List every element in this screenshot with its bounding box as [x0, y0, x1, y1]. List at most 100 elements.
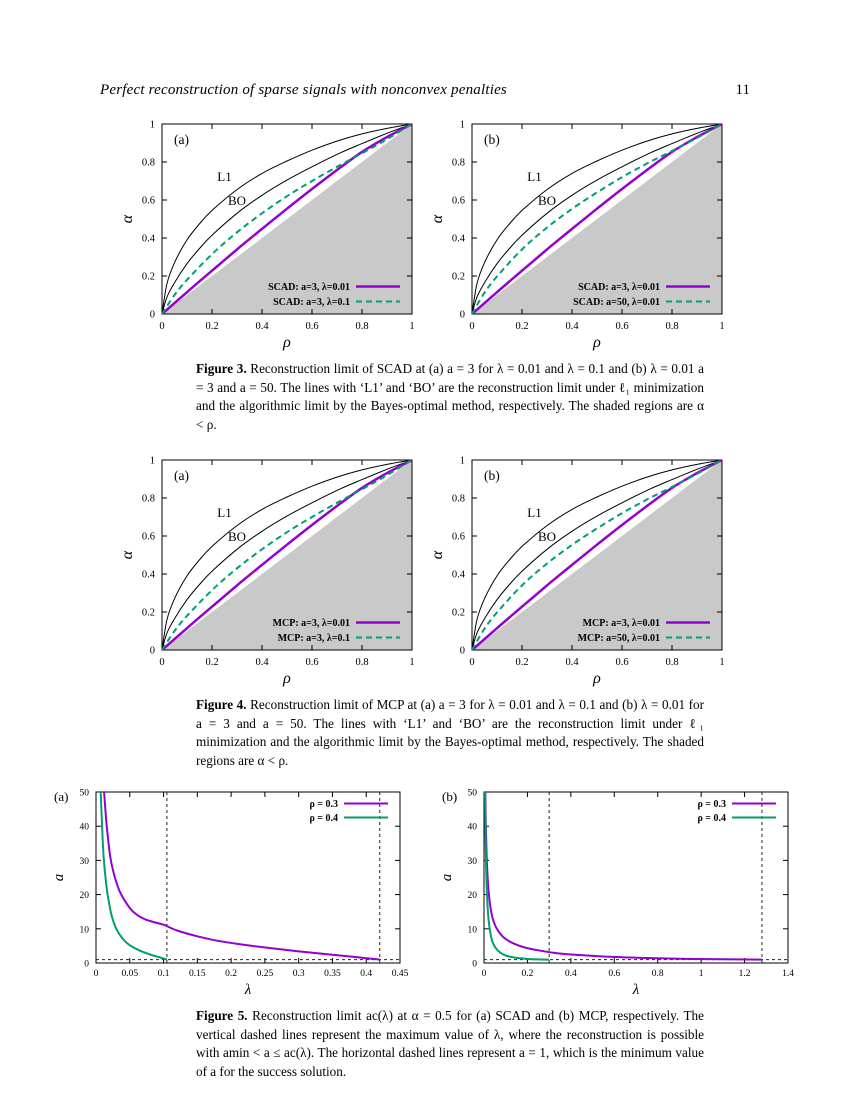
- chart-svg-fig3a: 0 0.2 0.4 0.6 0.8 1 0 0.2 0.4 0.6 0.8 1 L1 BO (a) SCAD:…: [119, 120, 415, 352]
- svg-text:L1: L1: [527, 505, 541, 520]
- svg-text:0.8: 0.8: [142, 158, 155, 169]
- figure4-caption-text: Reconstruction limit of MCP at (a) a = 3…: [196, 696, 704, 769]
- svg-text:0: 0: [84, 959, 89, 969]
- svg-text:L1: L1: [527, 169, 541, 184]
- svg-text:0.45: 0.45: [392, 969, 409, 979]
- svg-text:0.2: 0.2: [515, 321, 528, 332]
- svg-text:0: 0: [150, 645, 155, 656]
- svg-text:MCP: a=3, λ=0.01: MCP: a=3, λ=0.01: [273, 618, 350, 629]
- svg-text:0.05: 0.05: [121, 969, 138, 979]
- svg-text:40: 40: [80, 823, 90, 833]
- svg-text:0.2: 0.2: [515, 657, 528, 668]
- figure4-panel-b: 0 0.2 0.4 0.6 0.8 1 0 0.2 0.4 0.6 0.8 1 L1 BO (b) MCP: …: [429, 454, 730, 687]
- svg-text:1: 1: [460, 120, 465, 131]
- svg-text:0: 0: [159, 321, 164, 332]
- svg-text:0: 0: [150, 310, 155, 321]
- svg-text:a: a: [439, 874, 455, 882]
- svg-text:0.8: 0.8: [452, 493, 465, 504]
- svg-text:0.4: 0.4: [452, 569, 466, 580]
- svg-text:0.6: 0.6: [452, 196, 465, 207]
- svg-text:10: 10: [468, 925, 478, 935]
- svg-text:0: 0: [460, 310, 465, 321]
- svg-text:0.6: 0.6: [452, 531, 465, 542]
- chart-svg-fig5a: 0 0.05 0.1 0.15 0.2 0.25 0.3 0.35 0.4 0.45 0 10 20 30…: [51, 788, 409, 998]
- svg-text:BO: BO: [228, 193, 246, 208]
- svg-text:1: 1: [150, 120, 155, 131]
- svg-text:0.2: 0.2: [521, 969, 533, 979]
- figure3-panel-b: 0 0.2 0.4 0.6 0.8 1 0 0.2 0.4 0.6 0.8 1 L1 BO (b) SCAD:…: [429, 118, 730, 352]
- svg-text:(b): (b): [484, 468, 500, 483]
- running-title: Perfect reconstruction of sparse signals…: [100, 82, 507, 98]
- svg-text:0.3: 0.3: [293, 969, 305, 979]
- svg-text:1.4: 1.4: [782, 969, 794, 979]
- svg-text:0.8: 0.8: [355, 657, 368, 668]
- svg-text:BO: BO: [538, 193, 556, 208]
- svg-text:0.2: 0.2: [225, 969, 237, 979]
- chart-svg-fig4a: 0 0.2 0.4 0.6 0.8 1 0 0.2 0.4 0.6 0.8 1 L1 BO (a) MCP: …: [119, 455, 415, 687]
- svg-text:0.1: 0.1: [158, 969, 170, 979]
- figure5-panels: 0 0.05 0.1 0.15 0.2 0.25 0.3 0.35 0.4 0.45 0 10 20 30…: [0, 784, 850, 998]
- svg-text:1: 1: [460, 455, 465, 466]
- figure5-panel-a: 0 0.05 0.1 0.15 0.2 0.25 0.3 0.35 0.4 0.45 0 10 20 30…: [50, 784, 412, 998]
- figure3-caption-text: Reconstruction limit of SCAD at (a) a = …: [196, 361, 704, 433]
- figure5-caption-label: Figure 5.: [196, 1007, 248, 1023]
- chart-svg-fig4b: 0 0.2 0.4 0.6 0.8 1 0 0.2 0.4 0.6 0.8 1 L1 BO (b) MCP: …: [429, 455, 725, 687]
- svg-text:0.6: 0.6: [615, 657, 628, 668]
- svg-text:MCP: a=50, λ=0.01: MCP: a=50, λ=0.01: [578, 633, 660, 644]
- svg-text:0.4: 0.4: [255, 657, 269, 668]
- figure5-caption: Figure 5. Reconstruction limit ac(λ) at …: [196, 1007, 704, 1082]
- svg-text:0.4: 0.4: [452, 234, 466, 245]
- svg-text:0.6: 0.6: [615, 321, 628, 332]
- svg-text:0.15: 0.15: [189, 969, 206, 979]
- svg-text:0: 0: [469, 657, 474, 668]
- svg-text:L1: L1: [217, 505, 231, 520]
- svg-text:0.35: 0.35: [324, 969, 341, 979]
- svg-text:SCAD: a=3, λ=0.1: SCAD: a=3, λ=0.1: [273, 297, 350, 308]
- svg-text:0.4: 0.4: [142, 234, 156, 245]
- figure3-panel-a: 0 0.2 0.4 0.6 0.8 1 0 0.2 0.4 0.6 0.8 1 L1 BO (a) SCAD:…: [119, 118, 420, 352]
- svg-text:λ: λ: [244, 982, 252, 998]
- svg-text:0.4: 0.4: [565, 657, 579, 668]
- figure5-panel-b: 0 0.2 0.4 0.6 0.8 1 1.2 1.4 0 10 20 30 40 50 (b) ρ = 0.…: [438, 784, 800, 998]
- svg-text:0: 0: [460, 645, 465, 656]
- svg-text:1.2: 1.2: [739, 969, 751, 979]
- svg-text:0.2: 0.2: [205, 321, 218, 332]
- figure3-panels: 0 0.2 0.4 0.6 0.8 1 0 0.2 0.4 0.6 0.8 1 L1 BO (a) SCAD:…: [0, 118, 850, 352]
- svg-text:ρ = 0.4: ρ = 0.4: [697, 813, 726, 824]
- svg-text:1: 1: [719, 321, 724, 332]
- figure-3-block: 0 0.2 0.4 0.6 0.8 1 0 0.2 0.4 0.6 0.8 1 L1 BO (a) SCAD:…: [0, 118, 850, 435]
- svg-text:20: 20: [80, 891, 90, 901]
- svg-text:α: α: [430, 550, 446, 559]
- figure3-caption: Figure 3. Reconstruction limit of SCAD a…: [196, 360, 704, 435]
- svg-text:0.6: 0.6: [142, 531, 155, 542]
- figure4-caption-label: Figure 4.: [196, 696, 247, 712]
- svg-text:0.4: 0.4: [360, 969, 372, 979]
- svg-text:0.8: 0.8: [652, 969, 664, 979]
- svg-text:0.6: 0.6: [608, 969, 620, 979]
- svg-text:0.8: 0.8: [142, 493, 155, 504]
- figure4-panels: 0 0.2 0.4 0.6 0.8 1 0 0.2 0.4 0.6 0.8 1 L1 BO (a) MCP: …: [0, 454, 850, 687]
- figure5-caption-text: Reconstruction limit ac(λ) at α = 0.5 fo…: [196, 1007, 704, 1080]
- page-header: Perfect reconstruction of sparse signals…: [100, 82, 750, 99]
- svg-text:ρ: ρ: [592, 334, 601, 351]
- svg-text:BO: BO: [538, 529, 556, 544]
- svg-text:(b): (b): [442, 789, 457, 804]
- svg-text:α: α: [120, 550, 136, 559]
- svg-text:0.6: 0.6: [142, 196, 155, 207]
- svg-text:SCAD: a=3, λ=0.01: SCAD: a=3, λ=0.01: [578, 282, 660, 293]
- svg-text:40: 40: [468, 823, 478, 833]
- figure3-caption-label: Figure 3.: [196, 361, 247, 376]
- svg-text:0: 0: [469, 321, 474, 332]
- svg-text:0.2: 0.2: [205, 657, 218, 668]
- svg-text:0.2: 0.2: [142, 607, 155, 618]
- svg-text:0: 0: [472, 959, 477, 969]
- svg-text:0.6: 0.6: [305, 321, 318, 332]
- page-number: 11: [735, 82, 750, 98]
- svg-text:L1: L1: [217, 169, 231, 184]
- svg-text:30: 30: [468, 857, 478, 867]
- svg-text:MCP: a=3, λ=0.01: MCP: a=3, λ=0.01: [583, 618, 660, 629]
- svg-text:(b): (b): [484, 132, 500, 147]
- svg-text:ρ = 0.3: ρ = 0.3: [309, 799, 338, 810]
- figure4-panel-a: 0 0.2 0.4 0.6 0.8 1 0 0.2 0.4 0.6 0.8 1 L1 BO (a) MCP: …: [119, 454, 420, 687]
- svg-text:0.6: 0.6: [305, 657, 318, 668]
